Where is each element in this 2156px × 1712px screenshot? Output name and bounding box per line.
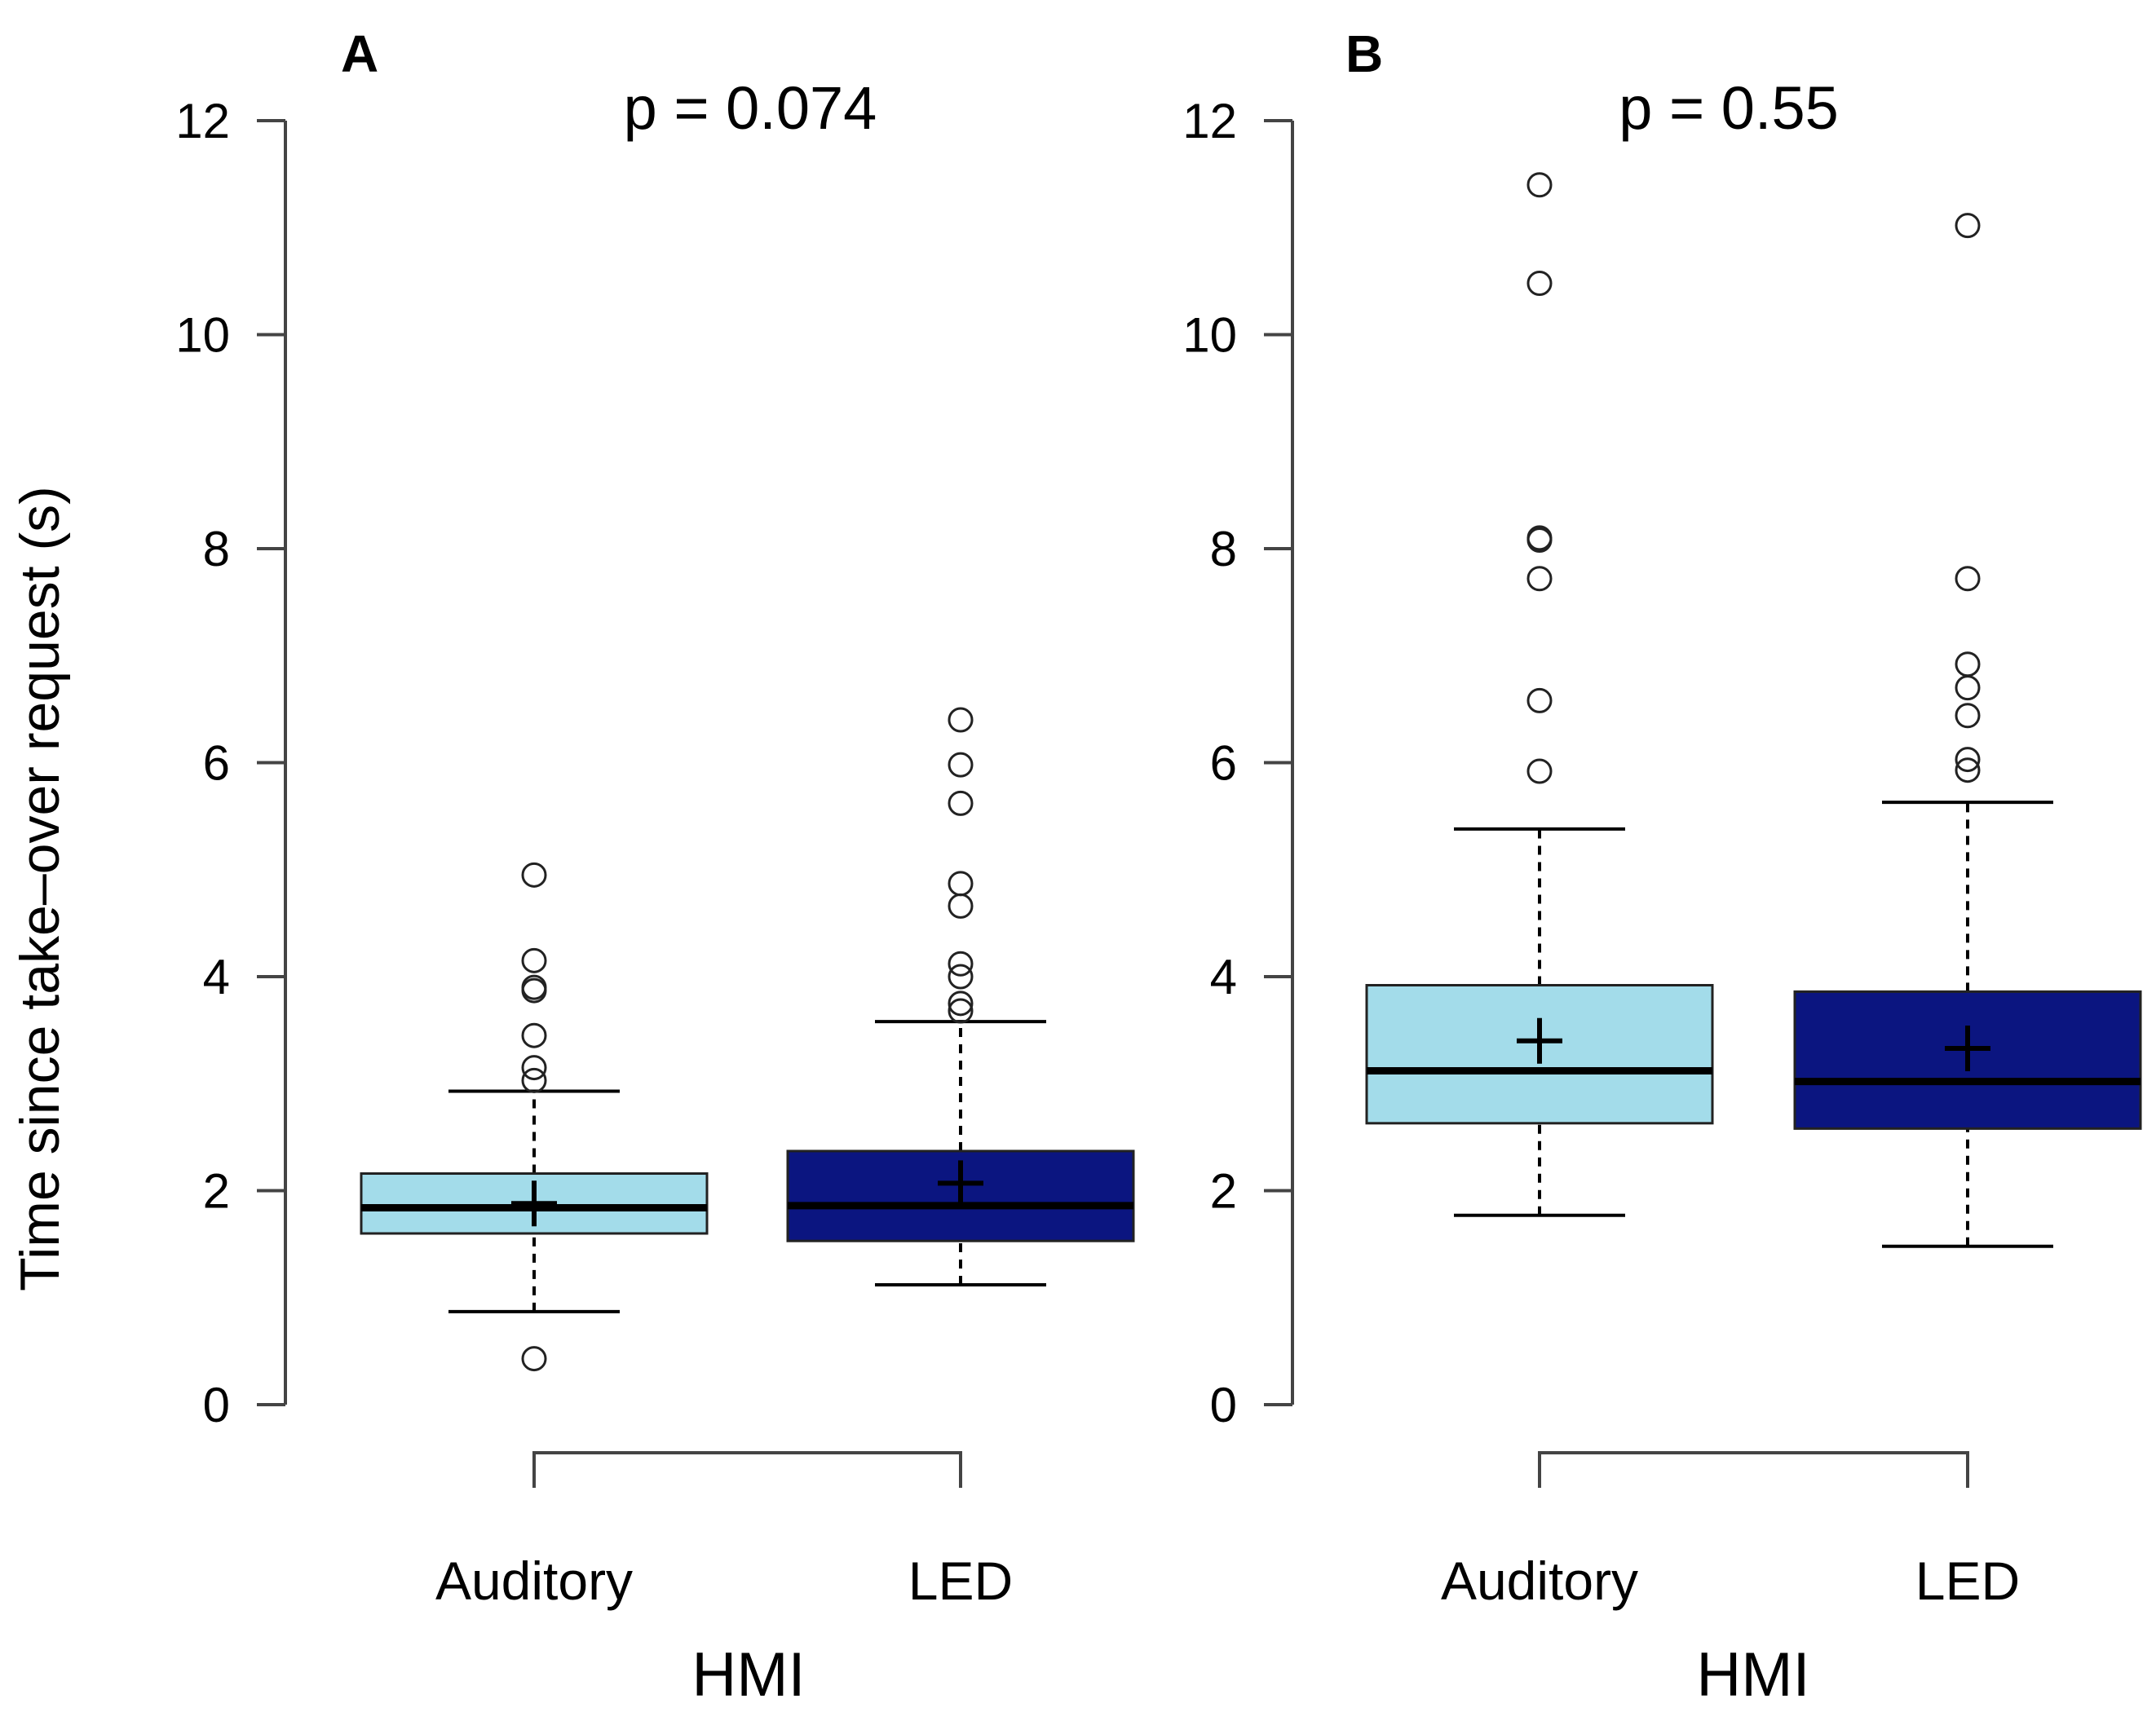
y-tick-label: 4 bbox=[1210, 950, 1237, 1004]
outlier-point bbox=[948, 752, 974, 778]
panel-letter: A bbox=[341, 24, 378, 83]
p-value-title: p = 0.074 bbox=[624, 74, 877, 142]
outlier-point bbox=[1955, 703, 1981, 729]
outlier-point bbox=[1955, 213, 1981, 239]
outlier-point bbox=[1955, 566, 1981, 592]
y-tick-label: 10 bbox=[175, 308, 230, 363]
outlier-point bbox=[1526, 566, 1553, 592]
outlier-point bbox=[521, 1055, 547, 1081]
outlier-point bbox=[521, 974, 547, 1000]
outlier-point bbox=[948, 991, 974, 1017]
outlier-point bbox=[521, 1346, 547, 1372]
outlier-point bbox=[1526, 271, 1553, 296]
y-tick-label: 0 bbox=[1210, 1378, 1237, 1432]
outlier-point bbox=[948, 707, 974, 733]
outlier-point bbox=[1526, 172, 1553, 198]
y-tick-label: 6 bbox=[203, 736, 230, 791]
outlier-point bbox=[948, 790, 974, 816]
panel-a: Ap = 0.074 0 2 4 6 8 10 12 Auditory LED HMI bbox=[175, 24, 1135, 1710]
x-category-label: LED bbox=[908, 1551, 1013, 1611]
outlier-point bbox=[1526, 687, 1553, 713]
x-category-label: Auditory bbox=[435, 1551, 633, 1611]
y-tick-label: 2 bbox=[203, 1164, 230, 1219]
outlier-point bbox=[1526, 527, 1553, 553]
outlier-point bbox=[948, 964, 974, 990]
y-tick-label: 4 bbox=[203, 950, 230, 1004]
y-tick-label: 6 bbox=[1210, 736, 1237, 791]
x-axis-bracket bbox=[1538, 1451, 1969, 1488]
x-category-label: LED bbox=[1915, 1551, 2020, 1611]
y-tick-label: 8 bbox=[203, 522, 230, 576]
outlier-point bbox=[948, 998, 974, 1024]
outlier-point bbox=[1526, 758, 1553, 784]
p-value-title: p = 0.55 bbox=[1619, 74, 1839, 142]
y-axis-label: Time since take–over request (s) bbox=[9, 486, 71, 1291]
outlier-point bbox=[1955, 675, 1981, 701]
y-tick-label: 2 bbox=[1210, 1164, 1237, 1219]
outlier-point bbox=[1955, 757, 1981, 783]
y-tick-label: 10 bbox=[1182, 308, 1237, 363]
y-tick-label: 12 bbox=[175, 94, 230, 148]
y-tick-label: 0 bbox=[203, 1378, 230, 1432]
y-tick-label: 8 bbox=[1210, 522, 1237, 576]
panel-letter: B bbox=[1345, 24, 1383, 83]
outlier-point bbox=[1955, 651, 1981, 677]
outlier-point bbox=[521, 862, 547, 888]
panel-b: Bp = 0.55 0 2 4 6 8 10 12 Auditory LED HMI bbox=[1182, 24, 2142, 1710]
x-axis-bracket bbox=[532, 1451, 962, 1488]
outlier-point bbox=[948, 951, 974, 977]
outlier-point bbox=[521, 1067, 547, 1093]
outlier-point bbox=[948, 893, 974, 919]
outlier-point bbox=[521, 1022, 547, 1048]
x-axis-label: HMI bbox=[1696, 1640, 1809, 1710]
y-tick-label: 12 bbox=[1182, 94, 1237, 148]
x-category-label: Auditory bbox=[1441, 1551, 1638, 1611]
outlier-point bbox=[1526, 525, 1553, 551]
outlier-point bbox=[948, 871, 974, 897]
outlier-point bbox=[1955, 747, 1981, 773]
x-axis-label: HMI bbox=[691, 1640, 805, 1710]
outlier-point bbox=[521, 947, 547, 973]
